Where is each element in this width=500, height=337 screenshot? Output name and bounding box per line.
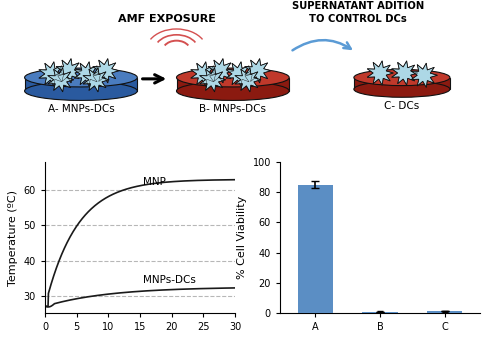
Bar: [427, 311, 462, 313]
Polygon shape: [235, 67, 261, 92]
Bar: [362, 312, 398, 313]
Polygon shape: [56, 59, 82, 83]
Ellipse shape: [24, 82, 138, 100]
Ellipse shape: [176, 68, 289, 87]
Polygon shape: [74, 62, 101, 86]
Y-axis label: Temperature (ºC): Temperature (ºC): [8, 190, 18, 285]
Polygon shape: [191, 62, 217, 86]
Polygon shape: [48, 67, 74, 92]
Polygon shape: [93, 59, 119, 83]
Text: C- DCs: C- DCs: [384, 101, 420, 111]
Polygon shape: [392, 61, 418, 85]
Polygon shape: [83, 67, 109, 92]
Text: SUPERNATANT ADITION
TO CONTROL DCs: SUPERNATANT ADITION TO CONTROL DCs: [292, 1, 424, 24]
Y-axis label: % Cell Viability: % Cell Viability: [237, 196, 247, 279]
Polygon shape: [244, 59, 271, 83]
Polygon shape: [200, 67, 226, 92]
Text: B- MNPs-DCs: B- MNPs-DCs: [200, 104, 266, 115]
Ellipse shape: [354, 69, 450, 86]
Text: MNPs-DCs: MNPs-DCs: [143, 275, 196, 285]
Text: AMF EXPOSURE: AMF EXPOSURE: [118, 14, 216, 24]
Polygon shape: [226, 62, 252, 86]
Text: A- MNPs-DCs: A- MNPs-DCs: [48, 104, 114, 115]
Polygon shape: [24, 78, 138, 91]
Ellipse shape: [354, 81, 450, 97]
Polygon shape: [176, 78, 289, 91]
Polygon shape: [354, 78, 450, 89]
Polygon shape: [412, 63, 438, 88]
Bar: [298, 185, 333, 313]
Text: MNP: MNP: [143, 177, 166, 187]
Ellipse shape: [176, 82, 289, 100]
Polygon shape: [208, 59, 234, 83]
Ellipse shape: [24, 68, 138, 87]
Polygon shape: [367, 61, 394, 85]
Polygon shape: [39, 62, 65, 86]
